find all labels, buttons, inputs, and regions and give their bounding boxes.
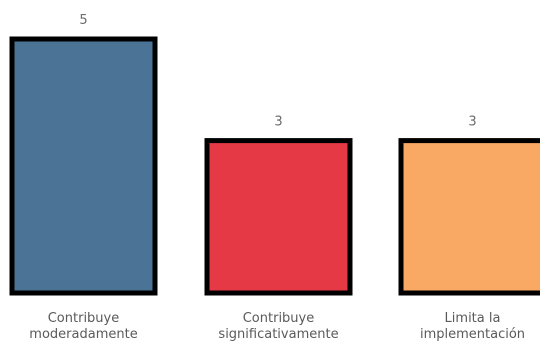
category-labels-group: ContribuyemoderadamenteContribuyesignifi…: [29, 311, 525, 342]
value-label-3: 3: [468, 115, 476, 130]
bars-group: [9, 36, 540, 296]
category-label-2-line-2: significativamente: [218, 327, 338, 342]
bar-1: [9, 36, 158, 296]
value-label-1: 5: [79, 13, 87, 28]
category-label-3-line-1: Limita la: [445, 311, 501, 326]
value-label-2: 3: [274, 115, 282, 130]
value-labels-group: 5 3 3: [79, 13, 476, 130]
category-label-2-line-1: Contribuye: [243, 311, 315, 326]
category-label-1-line-1: Contribuye: [48, 311, 120, 326]
category-label-1-line-2: moderadamente: [29, 327, 137, 342]
category-label-3-line-2: implementación: [420, 327, 525, 342]
bar-3: [398, 138, 540, 296]
bar-2: [204, 138, 353, 296]
